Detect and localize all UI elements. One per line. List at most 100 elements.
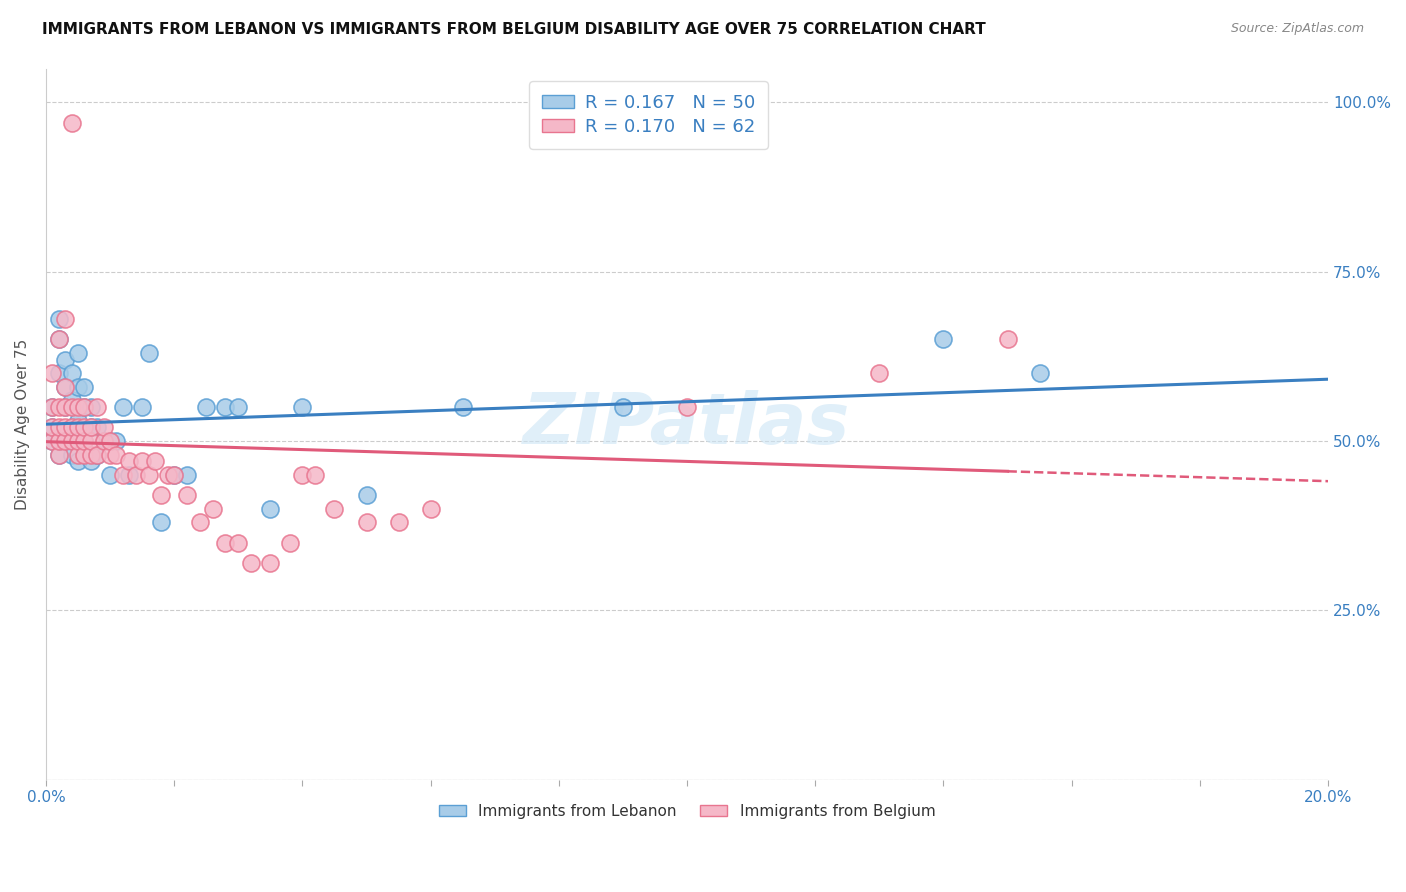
Point <box>387 515 409 529</box>
Point <box>48 434 70 448</box>
Point <box>86 420 108 434</box>
Point <box>86 448 108 462</box>
Point <box>66 434 89 448</box>
Point <box>1028 366 1050 380</box>
Point <box>66 420 89 434</box>
Point <box>66 448 89 462</box>
Point <box>66 346 89 360</box>
Point <box>143 454 166 468</box>
Point <box>868 366 890 380</box>
Point <box>195 400 218 414</box>
Point <box>73 420 96 434</box>
Point <box>118 467 141 482</box>
Point <box>125 467 148 482</box>
Point <box>150 488 173 502</box>
Point <box>118 454 141 468</box>
Point <box>111 467 134 482</box>
Point <box>80 448 103 462</box>
Point <box>66 414 89 428</box>
Point <box>188 515 211 529</box>
Point <box>259 501 281 516</box>
Point <box>676 400 699 414</box>
Point <box>105 434 128 448</box>
Point <box>73 400 96 414</box>
Point <box>138 346 160 360</box>
Point <box>66 454 89 468</box>
Point <box>53 434 76 448</box>
Point <box>48 420 70 434</box>
Point <box>73 400 96 414</box>
Point <box>176 467 198 482</box>
Point <box>259 556 281 570</box>
Point <box>98 434 121 448</box>
Point <box>53 380 76 394</box>
Point <box>419 501 441 516</box>
Point <box>93 420 115 434</box>
Point <box>41 400 63 414</box>
Point <box>932 333 955 347</box>
Point <box>48 333 70 347</box>
Point <box>105 448 128 462</box>
Point <box>73 434 96 448</box>
Point <box>41 366 63 380</box>
Point <box>323 501 346 516</box>
Point <box>111 400 134 414</box>
Point <box>48 434 70 448</box>
Point <box>201 501 224 516</box>
Point <box>66 434 89 448</box>
Point <box>163 467 186 482</box>
Point <box>60 393 83 408</box>
Point <box>98 467 121 482</box>
Point <box>131 400 153 414</box>
Point <box>73 380 96 394</box>
Point <box>66 400 89 414</box>
Point <box>41 420 63 434</box>
Point <box>150 515 173 529</box>
Point <box>60 420 83 434</box>
Point <box>60 116 83 130</box>
Point <box>86 400 108 414</box>
Point <box>226 400 249 414</box>
Point <box>997 333 1019 347</box>
Point <box>53 352 76 367</box>
Point <box>60 366 83 380</box>
Point <box>214 535 236 549</box>
Point <box>41 420 63 434</box>
Point <box>80 434 103 448</box>
Point <box>53 420 76 434</box>
Point <box>48 448 70 462</box>
Point <box>214 400 236 414</box>
Point <box>41 400 63 414</box>
Point <box>80 454 103 468</box>
Point <box>240 556 263 570</box>
Point <box>41 434 63 448</box>
Point <box>60 400 83 414</box>
Point <box>80 420 103 434</box>
Point <box>48 400 70 414</box>
Point <box>93 434 115 448</box>
Text: IMMIGRANTS FROM LEBANON VS IMMIGRANTS FROM BELGIUM DISABILITY AGE OVER 75 CORREL: IMMIGRANTS FROM LEBANON VS IMMIGRANTS FR… <box>42 22 986 37</box>
Point <box>176 488 198 502</box>
Point <box>53 400 76 414</box>
Point <box>98 434 121 448</box>
Legend: Immigrants from Lebanon, Immigrants from Belgium: Immigrants from Lebanon, Immigrants from… <box>433 798 942 825</box>
Point <box>80 400 103 414</box>
Point <box>138 467 160 482</box>
Point <box>53 400 76 414</box>
Point <box>86 448 108 462</box>
Point <box>53 380 76 394</box>
Point <box>278 535 301 549</box>
Point <box>73 448 96 462</box>
Point <box>41 434 63 448</box>
Point <box>60 434 83 448</box>
Point <box>356 515 378 529</box>
Point <box>48 312 70 326</box>
Point <box>291 467 314 482</box>
Point <box>93 434 115 448</box>
Point <box>131 454 153 468</box>
Point <box>163 467 186 482</box>
Y-axis label: Disability Age Over 75: Disability Age Over 75 <box>15 338 30 509</box>
Point <box>53 434 76 448</box>
Point <box>80 420 103 434</box>
Text: ZIPatlas: ZIPatlas <box>523 390 851 458</box>
